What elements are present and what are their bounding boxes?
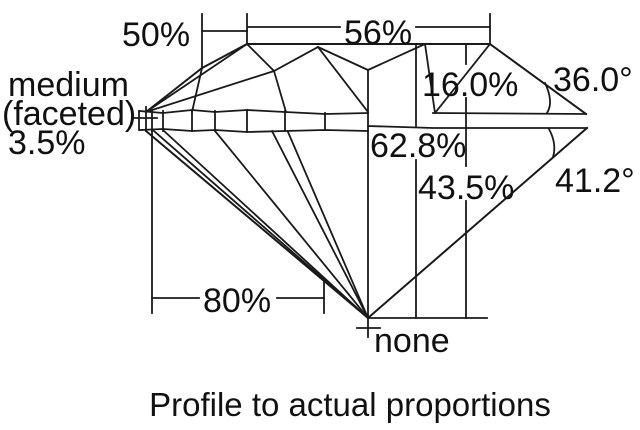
girdle-bottom-left (139, 128, 369, 133)
girdle-top-left (139, 109, 369, 115)
crown-facet-edge-3 (144, 69, 276, 114)
culet-size-label: none (374, 322, 450, 360)
crown-facet-edge-4 (245, 42, 276, 73)
dimension-lines (133, 13, 556, 338)
girdle-top-right (432, 112, 587, 115)
crown-facet-lines (144, 42, 588, 116)
lower-girdle-length-label: 80% (203, 282, 271, 320)
pavilion-facet-edge-2 (270, 129, 370, 320)
pavilion-facet-edge-3 (286, 130, 370, 320)
pavilion-facet-edge-1 (213, 129, 370, 320)
total-depth-label: 62.8% (370, 127, 466, 165)
girdle-band (138, 109, 588, 133)
table-width-label: 56% (344, 14, 412, 52)
crown-facet-edge-11 (433, 42, 492, 115)
pavilion-angle-arc (547, 127, 556, 159)
girdle-label-line2: (faceted) (2, 95, 136, 133)
lower-girdle-facet-edge-2 (162, 129, 370, 320)
pavilion-silhouette-right (366, 126, 589, 320)
lower-girdle-facet-edge-1 (152, 129, 370, 320)
crown-facet-edge-8 (316, 45, 370, 114)
crown-angle-arc (543, 81, 551, 115)
crown-facet-edge-5 (272, 69, 288, 114)
crown-facet-edge-10 (423, 42, 437, 115)
girdle-label-line3: 3.5% (8, 124, 86, 162)
crown-facet-edge-2 (144, 42, 249, 114)
pavilion-angle-label: 41.2° (555, 162, 635, 200)
star-length-label: 50% (122, 16, 190, 54)
pavilion-depth-label: 43.5% (418, 169, 514, 207)
pavilion-facet-lines (144, 69, 589, 320)
crown-silhouette-right (488, 42, 588, 116)
crown-facet-edge-7 (316, 45, 370, 72)
girdle-label-line1: medium (8, 66, 129, 104)
crown-angle-label: 36.0° (553, 61, 633, 99)
crown-facet-edge-6 (272, 45, 320, 73)
girdle-bottom-right (367, 125, 588, 129)
crown-height-label: 16.0% (422, 66, 518, 104)
measurement-labels: 50% 56% 16.0% 36.0° 62.8% 43.5% 41.2° me… (2, 14, 635, 423)
diagram-caption: Profile to actual proportions (149, 386, 551, 423)
